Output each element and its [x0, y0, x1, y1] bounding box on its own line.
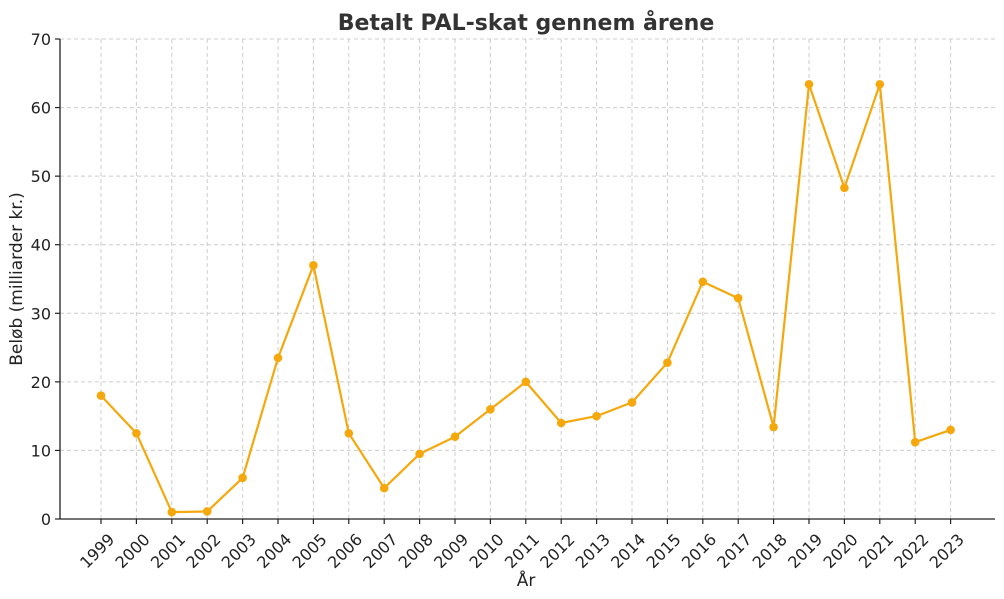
- x-tick-label: 2004: [253, 530, 295, 572]
- data-point: [875, 79, 885, 89]
- x-axis-label: År: [517, 569, 536, 591]
- data-point: [769, 422, 778, 432]
- x-tick-label: 2000: [111, 530, 153, 572]
- series-plot: [96, 79, 955, 517]
- x-tick-label: 2001: [147, 530, 189, 572]
- data-point: [344, 428, 354, 438]
- data-point: [132, 428, 141, 438]
- data-point: [804, 79, 814, 89]
- data-point: [379, 483, 389, 493]
- data-point: [627, 398, 637, 407]
- x-tick-label: 2021: [855, 530, 897, 572]
- grid-lines: [60, 38, 995, 520]
- x-tick-label: 2009: [430, 530, 472, 572]
- data-point: [521, 377, 531, 387]
- y-tick-label: 30: [31, 304, 51, 323]
- data-point: [486, 404, 495, 414]
- data-point: [309, 260, 318, 270]
- x-tick-label: 2017: [713, 530, 755, 572]
- data-point: [96, 391, 106, 400]
- data-point: [556, 418, 566, 428]
- x-tick-label: 2002: [182, 530, 224, 572]
- tick-labels: 0102030405060701999200020012002200320042…: [31, 30, 968, 572]
- data-point: [733, 293, 743, 303]
- x-tick-label: 2011: [501, 530, 543, 572]
- chart-title: Betalt PAL-skat gennem årene: [338, 10, 715, 36]
- y-tick-label: 10: [31, 441, 51, 460]
- data-point: [273, 353, 283, 363]
- x-tick-label: 2007: [359, 530, 401, 572]
- data-point: [946, 425, 955, 435]
- x-tick-label: 2018: [749, 530, 791, 572]
- x-tick-label: 2006: [324, 530, 366, 572]
- x-tick-label: 2005: [288, 530, 330, 572]
- x-tick-label: 2023: [926, 530, 968, 572]
- data-point: [840, 183, 849, 193]
- y-tick-label: 40: [31, 236, 51, 255]
- data-point: [663, 358, 672, 367]
- x-tick-label: 2016: [678, 530, 720, 572]
- axes: [55, 38, 995, 524]
- x-tick-label: 1999: [76, 530, 118, 572]
- x-tick-label: 2008: [395, 530, 437, 572]
- data-point: [415, 449, 424, 459]
- x-tick-label: 2012: [536, 530, 578, 572]
- x-tick-label: 2022: [890, 530, 932, 572]
- data-point: [592, 411, 601, 421]
- y-tick-label: 60: [31, 99, 51, 118]
- x-tick-label: 2014: [607, 530, 649, 572]
- y-tick-label: 50: [31, 167, 51, 186]
- x-tick-label: 2010: [465, 530, 507, 572]
- data-point: [202, 507, 212, 516]
- x-tick-label: 2020: [819, 530, 861, 572]
- y-tick-label: 70: [31, 30, 51, 49]
- data-point: [910, 437, 920, 447]
- x-tick-label: 2019: [784, 530, 826, 572]
- data-point: [450, 432, 460, 442]
- data-point: [698, 277, 708, 287]
- y-tick-label: 0: [41, 510, 51, 529]
- y-tick-label: 20: [31, 373, 51, 392]
- data-point: [167, 507, 177, 517]
- x-tick-label: 2003: [218, 530, 260, 572]
- x-tick-label: 2015: [642, 530, 684, 572]
- data-point: [238, 473, 247, 483]
- x-tick-label: 2013: [572, 530, 614, 572]
- y-axis-label: Beløb (milliarder kr.): [7, 192, 27, 366]
